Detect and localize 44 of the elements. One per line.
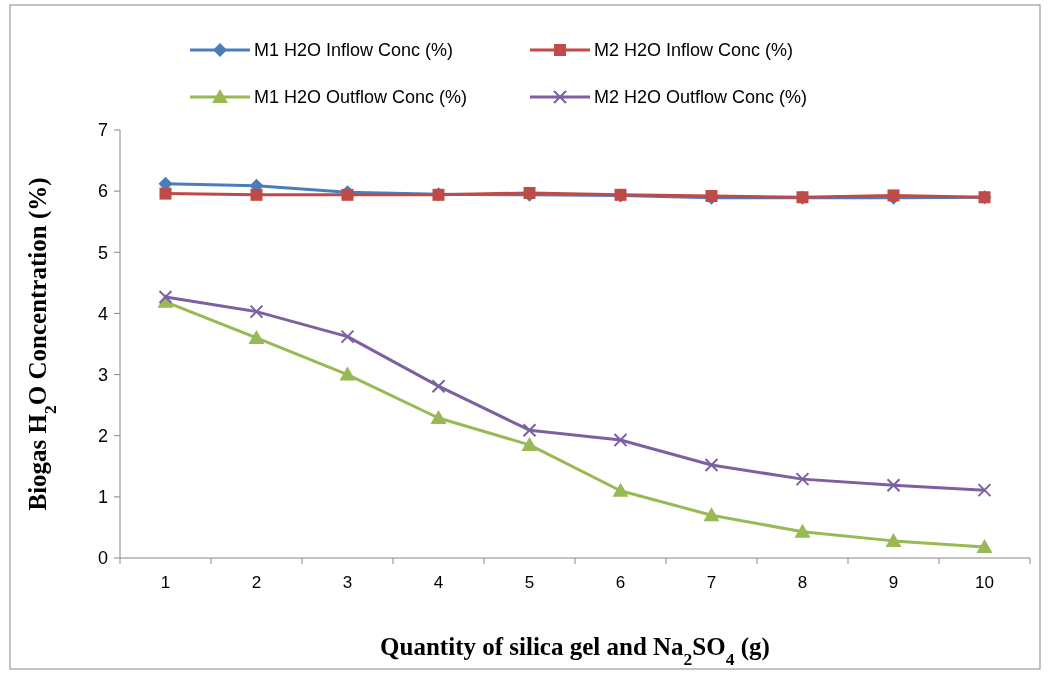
- x-tick-label: 10: [975, 573, 994, 592]
- x-tick-label: 1: [160, 573, 171, 592]
- y-tick-label: 7: [97, 120, 108, 141]
- legend-label: M1 H2O Outflow Conc (%): [254, 87, 468, 108]
- y-tick-label: 2: [97, 426, 108, 447]
- point: [430, 409, 447, 424]
- point: [977, 483, 992, 498]
- x-tick-label: 2: [251, 573, 262, 592]
- point: [522, 423, 537, 438]
- point: [159, 187, 172, 200]
- point: [340, 329, 355, 344]
- x-tick-label: 7: [706, 573, 717, 592]
- y-tick-label: 5: [97, 242, 108, 263]
- point: [885, 532, 902, 547]
- point: [158, 289, 173, 304]
- x-tick-label: 9: [888, 573, 899, 592]
- point: [248, 329, 265, 344]
- point: [612, 482, 629, 497]
- x-tick-label: 3: [342, 573, 353, 592]
- point: [794, 523, 811, 538]
- point: [976, 538, 993, 553]
- legend-label: M1 H2O Inflow Conc (%): [254, 40, 454, 61]
- legend-label: M2 H2O Inflow Conc (%): [594, 40, 794, 61]
- point: [795, 472, 810, 487]
- x-tick-label: 5: [524, 573, 535, 592]
- point: [703, 507, 720, 522]
- point: [250, 188, 263, 201]
- x-tick-label: 6: [615, 573, 626, 592]
- y-tick-label: 3: [97, 364, 108, 385]
- x-tick-label: 8: [797, 573, 808, 592]
- y-tick-label: 4: [97, 303, 108, 324]
- x-tick-label: 4: [433, 573, 444, 592]
- legend-label: M2 H2O Outflow Conc (%): [594, 87, 808, 108]
- point: [886, 478, 901, 493]
- point: [339, 366, 356, 381]
- x-axis-title: Quantity of silica gel and Na$_{2}$SO$_{4}$ (g): [380, 633, 770, 669]
- y-tick-label: 0: [97, 548, 108, 569]
- y-tick-label: 1: [97, 487, 108, 508]
- point: [521, 436, 538, 451]
- y-tick-label: 6: [97, 181, 108, 202]
- point: [704, 458, 719, 473]
- point: [249, 304, 264, 319]
- point: [431, 379, 446, 394]
- point: [613, 432, 628, 447]
